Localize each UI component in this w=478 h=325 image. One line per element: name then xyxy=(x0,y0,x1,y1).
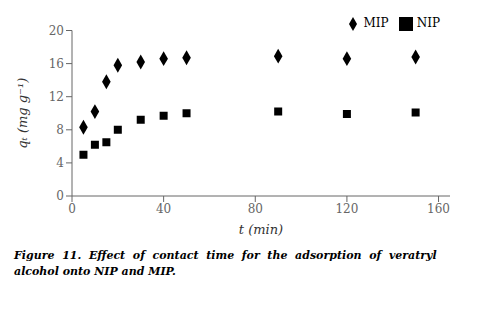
svg-text:16: 16 xyxy=(49,57,64,71)
svg-text:4: 4 xyxy=(56,156,64,170)
svg-text:80: 80 xyxy=(248,202,263,216)
svg-text:120: 120 xyxy=(335,202,358,216)
html-text:MIP: MIP xyxy=(363,16,389,30)
svg-text:qₜ (mg g⁻¹): qₜ (mg g⁻¹) xyxy=(15,78,30,149)
svg-text:160: 160 xyxy=(427,202,450,216)
svg-text:8: 8 xyxy=(56,123,64,137)
svg-text:0: 0 xyxy=(68,202,76,216)
svg-text:12: 12 xyxy=(49,90,64,104)
svg-text:t (min): t (min) xyxy=(239,222,283,237)
html-text:alcohol onto NIP and MIP.: alcohol onto NIP and MIP. xyxy=(14,265,176,278)
svg-text:20: 20 xyxy=(49,24,64,38)
html-text:NIP: NIP xyxy=(416,16,440,30)
svg-text:0: 0 xyxy=(56,189,64,203)
html-text:Figure 11. Effect of contact t: Figure 11. Effect of contact time for th… xyxy=(14,249,437,262)
svg-text:40: 40 xyxy=(156,202,171,216)
